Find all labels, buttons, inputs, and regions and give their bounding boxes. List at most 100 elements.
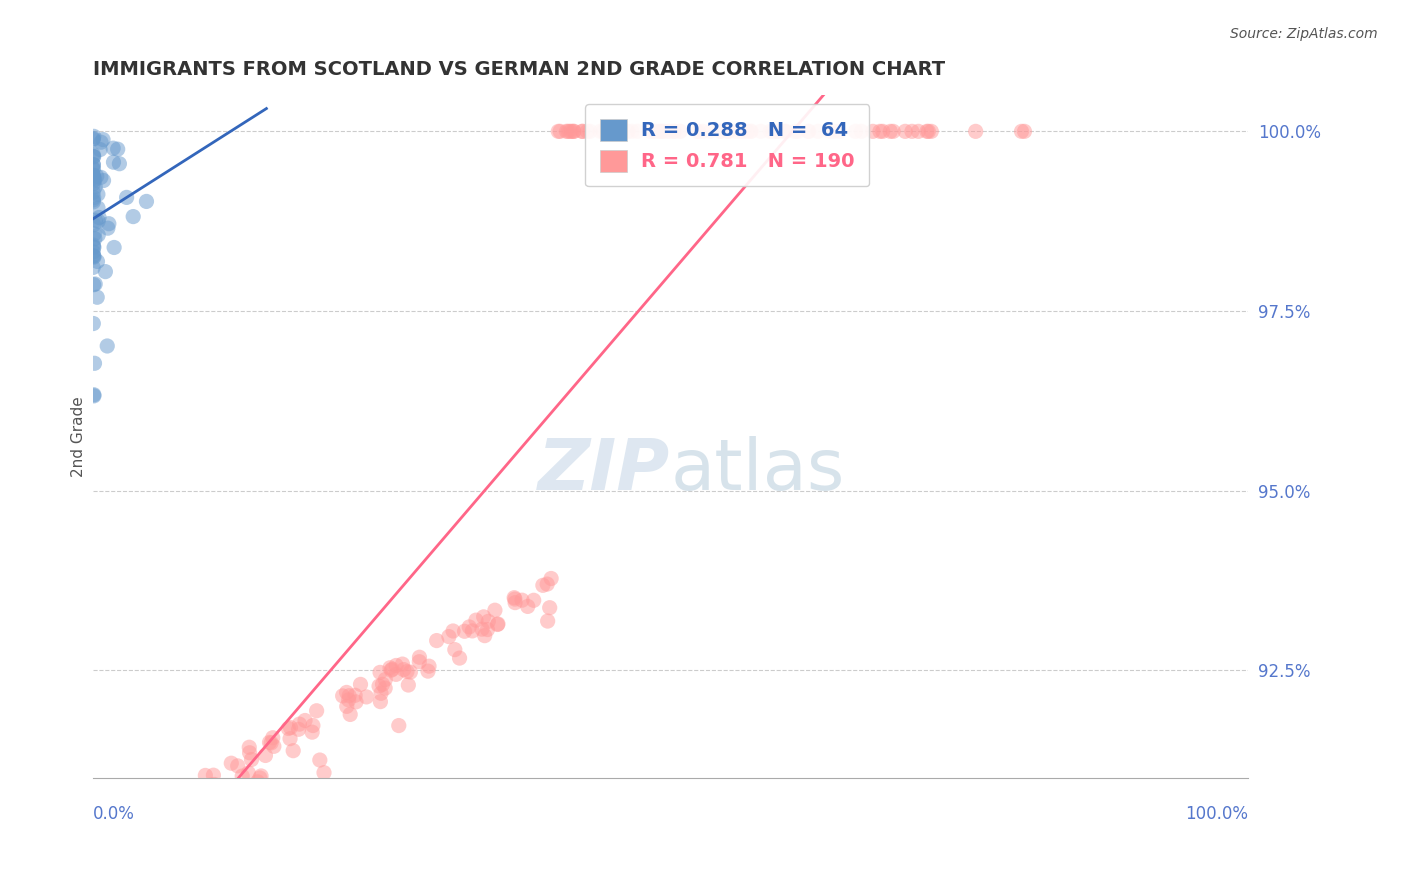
Point xyxy=(280,721,302,735)
Point xyxy=(749,124,772,138)
Point xyxy=(807,124,830,138)
Y-axis label: 2nd Grade: 2nd Grade xyxy=(72,396,86,477)
Point xyxy=(93,835,115,849)
Point xyxy=(441,624,464,638)
Point xyxy=(437,630,460,644)
Point xyxy=(596,124,619,138)
Point xyxy=(82,158,104,172)
Point xyxy=(82,161,104,176)
Point xyxy=(87,187,110,202)
Point xyxy=(523,593,546,607)
Point xyxy=(117,816,139,830)
Point xyxy=(87,211,110,225)
Point xyxy=(82,177,104,191)
Point xyxy=(699,124,721,138)
Point xyxy=(103,240,125,254)
Point xyxy=(82,194,104,209)
Point xyxy=(344,688,367,702)
Point xyxy=(385,658,408,673)
Point xyxy=(87,214,110,228)
Point xyxy=(86,254,108,268)
Point xyxy=(740,124,762,138)
Point xyxy=(82,238,104,252)
Point xyxy=(82,170,104,185)
Point xyxy=(82,158,104,172)
Point xyxy=(474,629,496,643)
Point xyxy=(486,617,509,632)
Point xyxy=(378,661,401,675)
Point xyxy=(589,124,612,138)
Point xyxy=(733,124,755,138)
Point xyxy=(287,723,309,737)
Point xyxy=(202,777,225,791)
Point xyxy=(83,250,105,264)
Point xyxy=(83,232,105,246)
Point xyxy=(408,655,430,669)
Point xyxy=(82,168,104,182)
Point xyxy=(194,768,217,782)
Point xyxy=(657,124,679,138)
Point xyxy=(818,124,841,138)
Point xyxy=(766,124,789,138)
Point xyxy=(654,124,676,138)
Point xyxy=(643,124,665,138)
Point xyxy=(547,124,569,138)
Point xyxy=(516,599,538,614)
Point xyxy=(737,124,759,138)
Point xyxy=(592,124,614,138)
Point xyxy=(246,774,269,789)
Point xyxy=(84,179,107,194)
Point xyxy=(277,722,299,736)
Point xyxy=(399,665,422,679)
Point xyxy=(510,593,533,607)
Point xyxy=(894,124,917,138)
Point xyxy=(90,170,112,185)
Point xyxy=(89,143,111,157)
Point xyxy=(426,633,449,648)
Point xyxy=(616,124,638,138)
Point xyxy=(380,663,402,677)
Point xyxy=(773,124,796,138)
Point xyxy=(288,717,311,731)
Point xyxy=(605,124,627,138)
Point xyxy=(238,740,260,755)
Point xyxy=(388,718,411,732)
Point xyxy=(202,781,225,796)
Point xyxy=(83,389,105,403)
Point xyxy=(305,704,328,718)
Point xyxy=(1014,124,1036,138)
Point xyxy=(540,572,562,586)
Point xyxy=(531,578,554,592)
Point xyxy=(172,791,194,805)
Point xyxy=(82,162,104,177)
Point xyxy=(263,739,285,754)
Legend: R = 0.288   N =  64, R = 0.781   N = 190: R = 0.288 N = 64, R = 0.781 N = 190 xyxy=(585,104,869,186)
Point xyxy=(83,218,105,232)
Point xyxy=(83,191,105,205)
Point xyxy=(503,592,526,607)
Text: ZIP: ZIP xyxy=(538,436,671,506)
Point xyxy=(83,129,105,144)
Point xyxy=(785,124,807,138)
Point xyxy=(558,124,581,138)
Point xyxy=(626,124,648,138)
Point xyxy=(200,778,222,792)
Point xyxy=(882,124,904,138)
Point xyxy=(159,789,181,804)
Point xyxy=(391,657,413,671)
Point xyxy=(87,227,110,242)
Point xyxy=(571,124,593,138)
Point xyxy=(1011,124,1033,138)
Point xyxy=(368,679,391,693)
Point xyxy=(82,150,104,164)
Point xyxy=(240,753,263,767)
Point xyxy=(828,124,851,138)
Point xyxy=(548,124,571,138)
Point xyxy=(381,662,404,676)
Point xyxy=(797,124,820,138)
Point xyxy=(465,613,488,627)
Point xyxy=(83,227,105,241)
Point xyxy=(458,620,481,634)
Point xyxy=(122,210,145,224)
Point xyxy=(226,759,249,773)
